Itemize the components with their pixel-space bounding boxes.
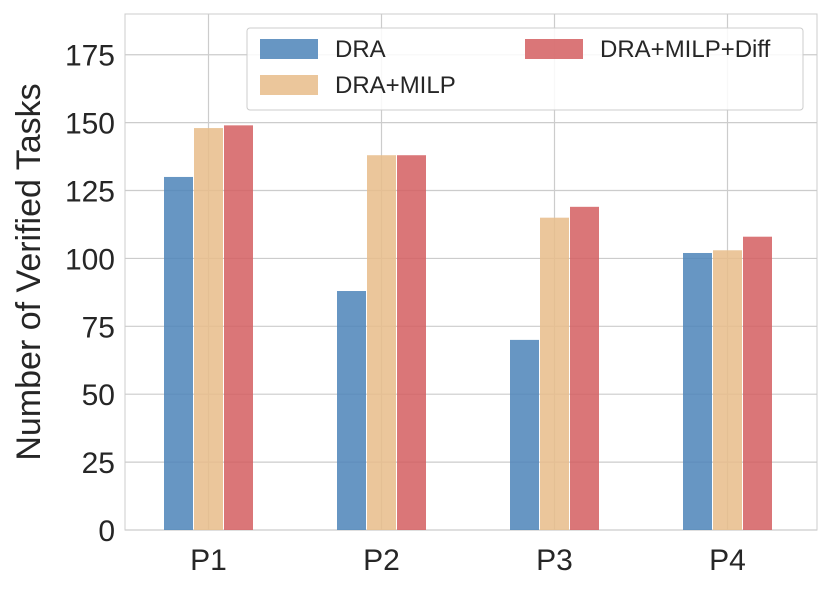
x-tick-label-p1: P1 (190, 544, 227, 577)
x-tick-label-p2: P2 (363, 544, 400, 577)
legend-swatch-dra-milp (260, 75, 318, 95)
bar-dra-milp-diff-p4 (743, 236, 772, 530)
bar-dra-milp-p4 (713, 250, 742, 530)
y-tick-label: 175 (65, 40, 115, 73)
y-tick-label: 0 (98, 515, 115, 548)
y-axis-ticks: 0 25 50 75 100 125 150 175 (65, 40, 115, 548)
bar-dra-p4 (683, 252, 712, 530)
y-tick-label: 75 (82, 311, 115, 344)
y-axis-label: Number of Verified Tasks (10, 83, 48, 460)
bar-dra-milp-p2 (367, 155, 396, 530)
legend-swatch-dra (260, 39, 318, 59)
legend-swatch-dra-milp-diff (525, 39, 583, 59)
legend-label-dra: DRA (335, 36, 386, 63)
bar-dra-milp-diff-p3 (570, 206, 599, 531)
y-tick-label: 25 (82, 447, 115, 480)
bar-dra-milp-diff-p1 (224, 125, 253, 531)
bar-dra-p2 (337, 291, 366, 530)
legend-label-dra-milp-diff: DRA+MILP+Diff (600, 36, 771, 63)
bar-dra-milp-diff-p2 (397, 155, 426, 530)
x-axis-ticks: P1 P2 P3 P4 (190, 544, 746, 577)
legend-label-dra-milp: DRA+MILP (335, 72, 456, 99)
bar-dra-milp-p3 (540, 217, 569, 530)
legend: DRA DRA+MILP DRA+MILP+Diff (246, 27, 804, 111)
x-tick-label-p4: P4 (709, 544, 746, 577)
y-tick-label: 150 (65, 108, 115, 141)
y-tick-label: 100 (65, 243, 115, 276)
legend-frame (246, 27, 804, 111)
bar-dra-milp-p1 (194, 128, 223, 530)
bars (164, 125, 772, 531)
bar-dra-p1 (164, 176, 193, 530)
bar-dra-p3 (510, 339, 539, 530)
x-tick-label-p3: P3 (536, 544, 573, 577)
y-tick-label: 125 (65, 176, 115, 209)
y-tick-label: 50 (82, 379, 115, 412)
